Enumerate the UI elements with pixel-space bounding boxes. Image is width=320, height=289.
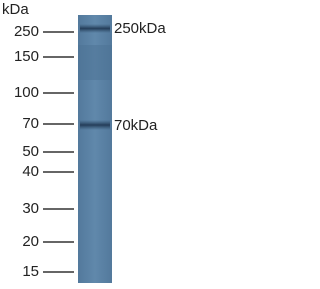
- band-label: 250kDa: [114, 20, 166, 37]
- band: [80, 120, 110, 130]
- marker-label: 20: [22, 233, 39, 250]
- marker-label: 100: [14, 84, 39, 101]
- unit-label: kDa: [2, 1, 29, 18]
- marker-label: 30: [22, 200, 39, 217]
- marker-label: 250: [14, 23, 39, 40]
- marker-label: 70: [22, 115, 39, 132]
- marker-label: 40: [22, 163, 39, 180]
- smear: [78, 45, 112, 80]
- western-blot: kDa 250 150 100 70 50 40 30 20 15 250kDa 70kDa: [2, 1, 166, 283]
- marker-label: 15: [22, 263, 39, 280]
- marker-label: 150: [14, 48, 39, 65]
- marker-label: 50: [22, 143, 39, 160]
- band: [80, 24, 110, 33]
- band-label: 70kDa: [114, 117, 158, 134]
